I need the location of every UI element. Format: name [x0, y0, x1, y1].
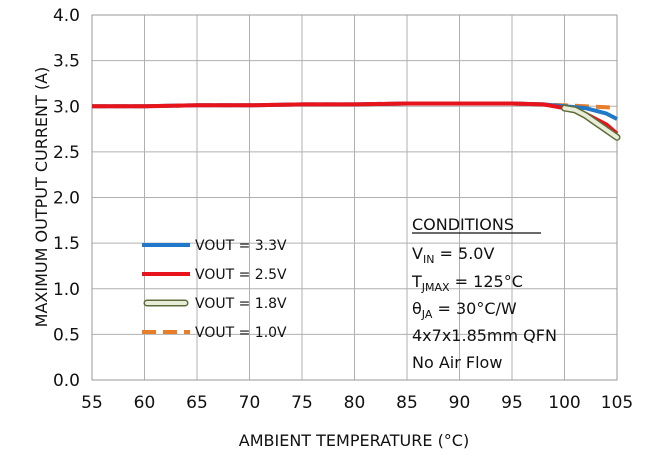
legend-item-0: VOUT = 3.3V — [142, 238, 287, 254]
legend-label-0: VOUT = 3.3V — [195, 238, 287, 254]
y-tick-label-2: 1.0 — [53, 280, 80, 300]
vin-subscript: IN — [423, 253, 434, 266]
x-tick-label-2: 65 — [186, 393, 208, 413]
y-tick-labels: 0.0 0.5 1.0 1.5 2.0 2.5 3.0 3.5 4.0 — [53, 6, 80, 391]
tjmax-value: = 125°C — [450, 272, 523, 291]
y-tick-label-5: 2.5 — [53, 143, 80, 163]
theta-line: θJA = 30°C/W — [412, 299, 517, 321]
legend: VOUT = 3.3V VOUT = 2.5V VOUT = 1.8V VOUT = … — [142, 238, 287, 341]
y-tick-label-8: 4.0 — [53, 6, 80, 26]
legend-item-1: VOUT = 2.5V — [142, 267, 287, 283]
x-axis-title: AMBIENT TEMPERATURE (°C) — [239, 431, 469, 450]
y-tick-label-3: 1.5 — [53, 234, 80, 254]
legend-label-1: VOUT = 2.5V — [195, 267, 287, 283]
y-tick-label-0: 0.0 — [53, 371, 80, 391]
airflow-line: No Air Flow — [412, 353, 502, 372]
series-layer — [92, 101, 621, 141]
legend-label-2: VOUT = 1.8V — [195, 296, 287, 312]
conditions-heading: CONDITIONS — [412, 215, 514, 234]
theta-value: = 30°C/W — [432, 299, 517, 318]
x-tick-label-6: 85 — [396, 393, 418, 413]
tjmax-subscript: JMAX — [421, 281, 450, 294]
x-tick-label-8: 95 — [501, 393, 523, 413]
conditions-annotation: CONDITIONS VIN = 5.0V TJMAX = 125°C θJA … — [411, 215, 557, 372]
legend-item-2: VOUT = 1.8V — [143, 296, 287, 312]
y-tick-label-4: 2.0 — [53, 189, 80, 209]
vin-symbol: V — [412, 244, 423, 263]
x-tick-label-5: 80 — [344, 393, 366, 413]
vin-value: = 5.0V — [434, 244, 494, 263]
y-tick-label-7: 3.5 — [53, 52, 80, 72]
x-tick-label-7: 90 — [449, 393, 471, 413]
package-line: 4x7x1.85mm QFN — [412, 326, 557, 345]
series-line-2-fill — [562, 106, 619, 140]
x-tick-label-1: 60 — [134, 393, 156, 413]
x-tick-label-10: 105 — [601, 393, 633, 413]
legend-item-3: VOUT = 1.0V — [142, 325, 287, 341]
vin-line: VIN = 5.0V — [412, 244, 494, 266]
x-tick-label-9: 100 — [548, 393, 580, 413]
plot-frame — [91, 14, 618, 381]
tjmax-line: TJMAX = 125°C — [411, 272, 523, 294]
x-tick-label-4: 75 — [291, 393, 313, 413]
series-line-2 — [561, 104, 621, 141]
theta-symbol: θ — [412, 299, 422, 318]
y-axis-title: MAXIMUM OUTPUT CURRENT (A) — [32, 67, 51, 328]
x-tick-label-3: 70 — [239, 393, 261, 413]
x-tick-labels: 55 60 65 70 75 80 85 90 95 100 105 — [81, 393, 633, 413]
x-tick-label-0: 55 — [81, 393, 103, 413]
legend-label-3: VOUT = 1.0V — [195, 325, 287, 341]
y-tick-label-1: 0.5 — [53, 325, 80, 345]
theta-subscript: JA — [421, 308, 433, 321]
y-tick-label-6: 3.0 — [53, 97, 80, 117]
tjmax-symbol: T — [411, 272, 422, 291]
